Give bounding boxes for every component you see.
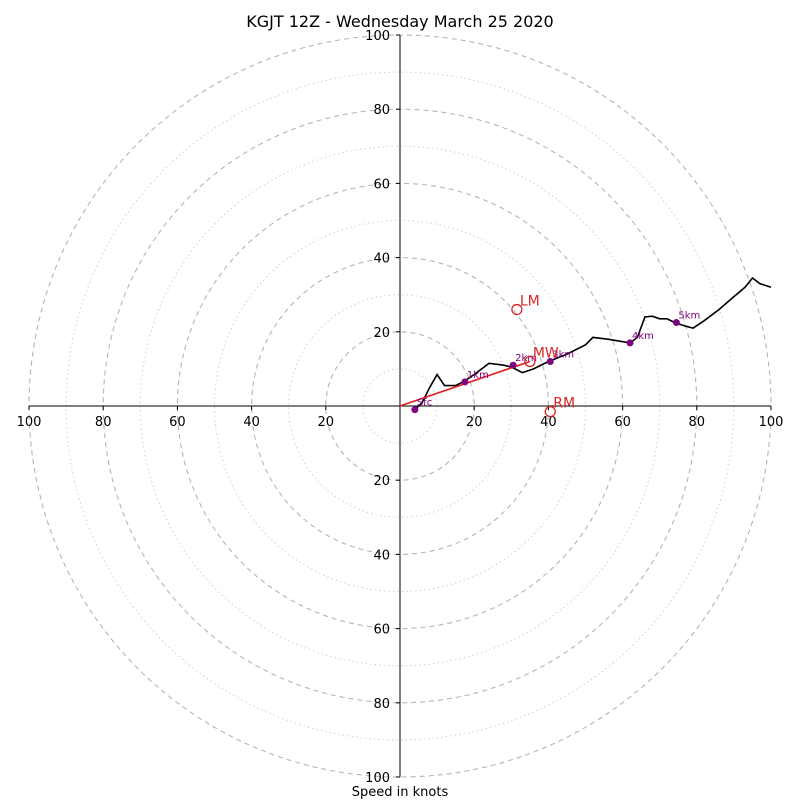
y-tick-label: 40 — [373, 548, 390, 563]
height-label-3km: 3km — [552, 349, 574, 360]
height-label-Sfc: Sfc — [417, 398, 432, 409]
y-tick-label: 100 — [365, 29, 390, 44]
y-tick-label: 60 — [373, 623, 390, 638]
motion-marker-RM — [544, 405, 556, 418]
tick-labels: 100 80 60 40 20 20 40 60 80 100 100 80 60 40 20 20 40 60 8… — [17, 29, 784, 786]
height-marker-1km — [461, 378, 469, 386]
height-label-5km: 5km — [678, 311, 700, 322]
x-tick-label: 60 — [169, 415, 186, 430]
y-tick-label: 40 — [373, 252, 390, 267]
x-tick-label: 20 — [318, 415, 335, 430]
x-tick-label: 80 — [689, 415, 706, 430]
x-axis-label: Speed in knots — [352, 785, 449, 800]
y-tick-label: 100 — [365, 771, 390, 786]
motion-marker-LM — [511, 303, 523, 316]
hodograph-series — [399, 276, 772, 411]
chart-title: KGJT 12Z - Wednesday March 25 2020 — [246, 12, 553, 31]
x-tick-label: 40 — [243, 415, 260, 430]
y-tick-label: 60 — [373, 177, 390, 192]
height-marker-4km — [626, 339, 634, 347]
motion-label-RM: RM — [553, 396, 575, 412]
motion-label-MW: MW — [533, 345, 559, 361]
x-tick-label: 20 — [466, 415, 483, 430]
y-tick-label: 20 — [373, 474, 390, 489]
y-tick-label: 20 — [373, 326, 390, 341]
x-tick-label: 40 — [540, 415, 557, 430]
x-tick-label: 100 — [17, 415, 42, 430]
height-marker-5km — [672, 319, 680, 327]
y-tick-label: 80 — [373, 103, 390, 118]
hodograph-line — [414, 276, 772, 411]
x-tick-label: 60 — [614, 415, 631, 430]
y-tick-label: 80 — [373, 697, 390, 712]
x-tick-label: 80 — [95, 415, 112, 430]
motion-label-LM: LM — [520, 294, 540, 310]
height-marker-Sfc — [411, 406, 419, 414]
height-marker-3km — [546, 357, 554, 365]
height-label-1km: 1km — [467, 370, 489, 381]
motion-marker-MW — [524, 355, 536, 368]
height-marker-2km — [509, 361, 517, 369]
x-tick-label: 100 — [759, 415, 784, 430]
height-label-4km: 4km — [632, 331, 654, 342]
